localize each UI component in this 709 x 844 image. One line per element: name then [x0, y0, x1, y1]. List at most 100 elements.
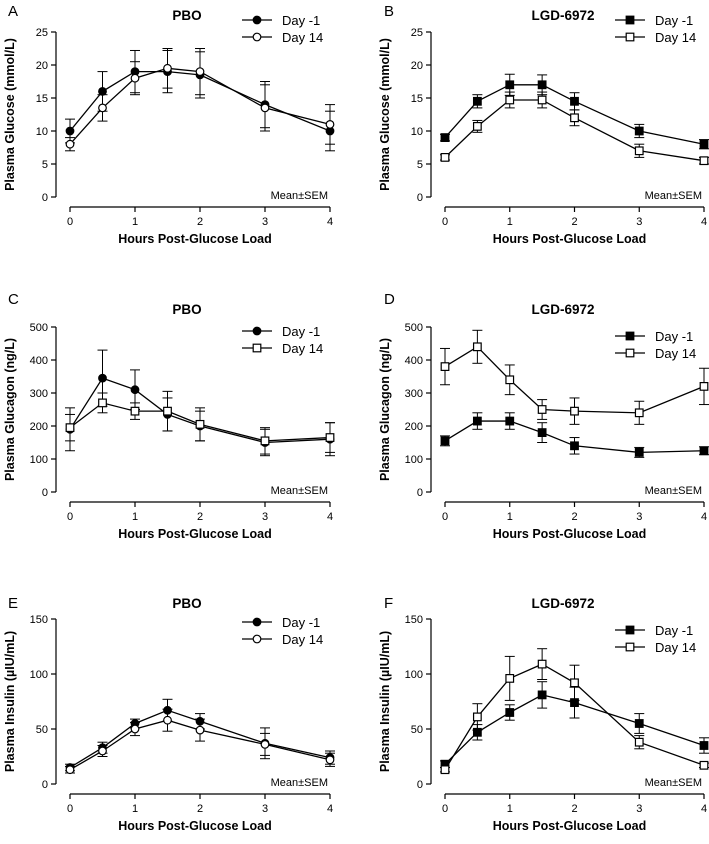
y-tick-label: 0: [417, 779, 423, 791]
legend-label: Day 14: [655, 346, 696, 361]
legend-marker: [625, 625, 635, 635]
legend-marker: [625, 642, 635, 652]
data-point: [505, 708, 515, 717]
legend-label: Day 14: [655, 30, 696, 45]
x-tick-label: 2: [571, 511, 577, 523]
data-point: [634, 737, 644, 747]
y-tick-label: 500: [405, 322, 423, 334]
legend-marker: [625, 331, 635, 341]
y-tick-label: 100: [405, 454, 423, 466]
data-point: [195, 725, 205, 735]
panel-letter: C: [8, 291, 19, 308]
legend-label: Day -1: [655, 623, 693, 638]
data-point: [130, 73, 140, 83]
series-day14: Day 14: [440, 640, 709, 775]
data-point: [472, 416, 482, 426]
y-tick-label: 25: [36, 27, 48, 39]
data-point: [260, 103, 270, 113]
x-tick-label: 0: [67, 511, 73, 523]
series-day14: Day 14: [440, 30, 709, 166]
data-point: [634, 448, 644, 457]
data-point: [65, 139, 75, 149]
data-point: [98, 398, 107, 408]
panel-title: LGD-6972: [531, 596, 594, 611]
x-tick-label: 1: [507, 803, 513, 815]
data-point: [505, 80, 515, 90]
data-point: [570, 678, 579, 688]
y-tick-label: 50: [36, 724, 48, 736]
data-point: [472, 96, 482, 106]
legend-marker: [252, 326, 262, 336]
series-day-1: Day -1: [440, 13, 709, 150]
data-point: [195, 419, 205, 429]
y-tick-label: 200: [405, 421, 423, 433]
data-point: [505, 95, 515, 105]
data-point: [260, 436, 270, 446]
mean-sem-note: Mean±SEM: [271, 190, 328, 202]
data-point: [472, 342, 482, 352]
data-point: [634, 126, 644, 136]
axes: 0 100 200 300 400 500 0 1 2 3 4: [405, 322, 707, 523]
x-tick-label: 4: [327, 511, 333, 523]
legend-marker: [252, 617, 262, 627]
panel-letter: E: [8, 595, 18, 612]
legend-label: Day -1: [655, 13, 693, 28]
y-tick-label: 150: [30, 614, 48, 626]
data-point: [325, 119, 335, 129]
x-tick-label: 0: [67, 803, 73, 815]
series-day14: Day 14: [440, 329, 709, 425]
y-axis-label: Plasma Glucagon (ng/L): [378, 338, 392, 481]
data-point: [505, 673, 515, 683]
legend-marker: [252, 634, 262, 644]
x-tick-label: 4: [327, 216, 333, 228]
x-tick-label: 0: [442, 216, 448, 228]
panel-f: F LGD-6972 0 50 100 150 0 1 2 3 4 Hours Post-Glucos…: [378, 595, 709, 833]
panel-title: PBO: [172, 8, 201, 23]
x-tick-label: 2: [571, 803, 577, 815]
x-tick-label: 0: [67, 216, 73, 228]
data-point: [634, 719, 644, 728]
mean-sem-note: Mean±SEM: [645, 777, 702, 789]
legend-marker: [625, 32, 635, 42]
y-tick-label: 300: [30, 388, 48, 400]
y-tick-label: 0: [42, 192, 48, 204]
x-axis-label: Hours Post-Glucose Load: [493, 819, 647, 833]
data-point: [699, 760, 709, 770]
x-tick-label: 2: [571, 216, 577, 228]
legend-marker: [252, 343, 262, 353]
y-axis-label: Plasma Glucagon (ng/L): [3, 338, 17, 481]
data-point: [699, 156, 709, 166]
data-point: [699, 446, 709, 456]
y-tick-label: 50: [411, 724, 423, 736]
axes: 0 5 10 15 20 25 0 1 2 3 4: [411, 27, 707, 228]
x-tick-label: 3: [636, 216, 642, 228]
data-point: [130, 724, 140, 734]
x-tick-label: 1: [132, 803, 138, 815]
data-point: [537, 95, 547, 105]
legend-marker: [252, 15, 262, 25]
x-tick-label: 1: [507, 511, 513, 523]
data-point: [65, 765, 75, 775]
x-tick-label: 2: [197, 511, 203, 523]
y-tick-label: 25: [411, 27, 423, 39]
data-point: [130, 385, 140, 395]
panel-c: C PBO 0 100 200 300 400 500 0 1 2 3 4 Hours Post-Gluc…: [3, 291, 335, 541]
data-point: [505, 416, 515, 426]
y-tick-label: 0: [42, 487, 48, 499]
y-tick-label: 15: [411, 93, 423, 105]
data-point: [163, 715, 172, 725]
data-point: [537, 690, 547, 700]
data-point: [537, 659, 547, 669]
data-point: [472, 712, 482, 722]
legend-marker: [625, 348, 635, 358]
legend-label: Day -1: [282, 13, 320, 28]
y-tick-label: 100: [405, 669, 423, 681]
data-point: [98, 373, 107, 383]
mean-sem-note: Mean±SEM: [271, 485, 328, 497]
series-day14: Day 14: [65, 30, 335, 152]
data-point: [440, 153, 450, 162]
data-point: [440, 436, 450, 446]
series-day-1: Day -1: [440, 623, 709, 769]
y-tick-label: 5: [417, 159, 423, 171]
y-tick-label: 20: [411, 60, 423, 72]
